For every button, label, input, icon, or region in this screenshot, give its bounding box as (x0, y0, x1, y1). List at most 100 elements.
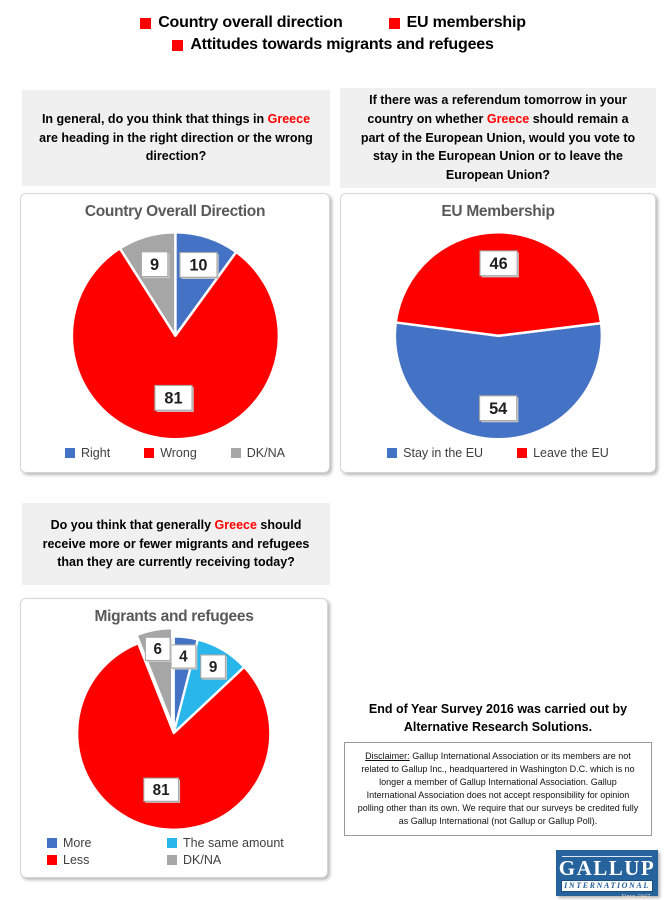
svg-text:46: 46 (489, 255, 507, 273)
pie-svg-migrants-and-refugees: 4 9 81 6 (76, 627, 272, 831)
legend-item-right: Right (65, 446, 110, 460)
legend-label: Right (81, 446, 111, 460)
svg-text:81: 81 (153, 782, 170, 799)
legend-swatch-icon (47, 855, 57, 865)
red-square-icon (172, 39, 184, 51)
question-text-post: should receive more or fewer migrants an… (42, 517, 310, 570)
legend-label: Stay in the EU (403, 446, 484, 460)
header-item-eu-membership: EU membership (388, 14, 526, 32)
pie-slice-leave-the-eu (394, 231, 602, 337)
red-square-icon (388, 17, 400, 29)
legend-item-stay-in-the-eu: Stay in the EU (387, 446, 483, 460)
legend-item-the-same-amount: The same amount (167, 836, 347, 850)
chart-legend: Stay in the EU Leave the EU (341, 446, 655, 472)
pie-slice-stay-in-the-eu (393, 321, 603, 441)
legend-swatch-icon (167, 855, 177, 865)
question-highlight: Greece (486, 111, 530, 126)
svg-text:54: 54 (489, 400, 507, 418)
question-text-post: should remain a part of the European Uni… (360, 111, 636, 183)
legend-item-dk-na: DK/NA (230, 446, 285, 460)
legend-swatch-icon (47, 838, 57, 848)
pie-slice-less (76, 642, 272, 831)
legend-swatch-icon (230, 448, 241, 458)
data-label-less: 81 (143, 777, 181, 803)
data-label-leave-the-eu: 46 (479, 250, 519, 278)
logo-rule (562, 856, 652, 857)
legend-label: DK/NA (183, 853, 222, 867)
question-highlight: Greece (214, 517, 257, 532)
question-text-post: are heading in the right direction or th… (39, 130, 313, 164)
chart-title: Country Overall Direction (84, 203, 266, 220)
legend-label: DK/NA (246, 446, 285, 460)
logo-band: INTERNATIONAL (561, 880, 653, 893)
chart-panel-country-direction: Country Overall Direction 10 81 9 Right Wro… (20, 193, 330, 473)
pie-chart-country-direction: 10 81 9 (21, 221, 329, 446)
legend-item-more: More (47, 836, 167, 850)
data-label-the-same-amount: 9 (200, 654, 228, 680)
data-label-wrong: 81 (153, 384, 194, 412)
header-item-label: Attitudes towards migrants and refugees (190, 36, 494, 53)
gallup-international-logo: GALLUP INTERNATIONAL Since 1947 (556, 850, 658, 900)
pie-slice-wrong (70, 247, 280, 441)
svg-text:9: 9 (150, 256, 159, 274)
question-text: In general, do you think that things in … (36, 110, 316, 166)
header-item-country-direction: Country overall direction (140, 14, 343, 32)
header-legend: Country overall direction EU membership … (0, 14, 666, 58)
legend-swatch-icon (387, 448, 398, 458)
data-label-dk-na: 6 (145, 636, 172, 663)
data-label-dk-na: 9 (140, 251, 170, 279)
disclaimer-box: Disclaimer: Gallup International Associa… (344, 742, 652, 837)
logo-wordmark: GALLUP (558, 856, 656, 880)
disclaimer-label: Disclaimer: (365, 751, 410, 761)
question-highlight: Greece (267, 111, 311, 126)
chart-panel-migrants: Migrants and refugees 4 9 81 6 More The same… (20, 598, 328, 878)
legend-item-leave-the-eu: Leave the EU (517, 446, 609, 460)
svg-text:10: 10 (189, 257, 207, 275)
question-text: Do you think that generally Greece shoul… (36, 516, 316, 572)
legend-swatch-icon (517, 448, 528, 458)
chart-title: EU Membership (441, 203, 555, 220)
legend-swatch-icon (144, 448, 155, 458)
header-item-migrants: Attitudes towards migrants and refugees (172, 36, 494, 54)
question-migrants: Do you think that generally Greece shoul… (22, 503, 330, 585)
svg-text:4: 4 (179, 649, 188, 666)
svg-text:81: 81 (164, 389, 182, 407)
legend-swatch-icon (65, 448, 75, 458)
pie-chart-eu-membership: 54 46 (341, 221, 655, 446)
data-label-stay-in-the-eu: 54 (478, 395, 519, 423)
legend-item-dk-na: DK/NA (167, 853, 347, 867)
question-eu-membership: If there was a referendum tomorrow in yo… (340, 88, 656, 188)
chart-panel-eu-membership: EU Membership 54 46 Stay in the EU Leave t… (340, 193, 656, 473)
header-item-label: Country overall direction (158, 14, 343, 31)
chart-title: Migrants and refugees (94, 608, 254, 625)
header-item-label: EU membership (406, 14, 526, 31)
legend-label: Less (63, 853, 90, 867)
chart-legend: More The same amount Less DK/NA (21, 836, 327, 877)
pie-svg-eu-membership: 54 46 (393, 231, 603, 441)
question-text: If there was a referendum tomorrow in yo… (354, 91, 642, 185)
question-text-pre: If there was a referendum tomorrow in yo… (367, 93, 627, 126)
legend-label: More (63, 836, 92, 850)
legend-item-less: Less (47, 853, 167, 867)
legend-label: Leave the EU (533, 446, 609, 460)
question-country-direction: In general, do you think that things in … (22, 90, 330, 186)
logo-since: Since 1947 (621, 893, 650, 900)
survey-note: End of Year Survey 2016 was carried out … (368, 702, 628, 735)
legend-swatch-icon (167, 838, 177, 848)
svg-text:9: 9 (209, 659, 217, 676)
pie-chart-migrants: 4 9 81 6 (21, 626, 327, 836)
header-legend-row-1: Country overall direction EU membership (0, 14, 666, 32)
data-label-more: 4 (170, 644, 198, 670)
header-legend-row-2: Attitudes towards migrants and refugees (0, 36, 666, 54)
legend-item-wrong: Wrong (144, 446, 197, 460)
svg-text:6: 6 (154, 641, 162, 658)
legend-label: Wrong (160, 446, 197, 460)
question-text-pre: Do you think that generally (50, 517, 215, 532)
red-square-icon (140, 17, 152, 29)
question-text-pre: In general, do you think that things in (41, 111, 268, 126)
legend-label: The same amount (183, 836, 284, 850)
disclaimer-text: Gallup International Association or its … (357, 751, 639, 827)
pie-svg-country-overall-direction: 10 81 9 (70, 231, 280, 441)
chart-legend: Right Wrong DK/NA (21, 446, 329, 472)
